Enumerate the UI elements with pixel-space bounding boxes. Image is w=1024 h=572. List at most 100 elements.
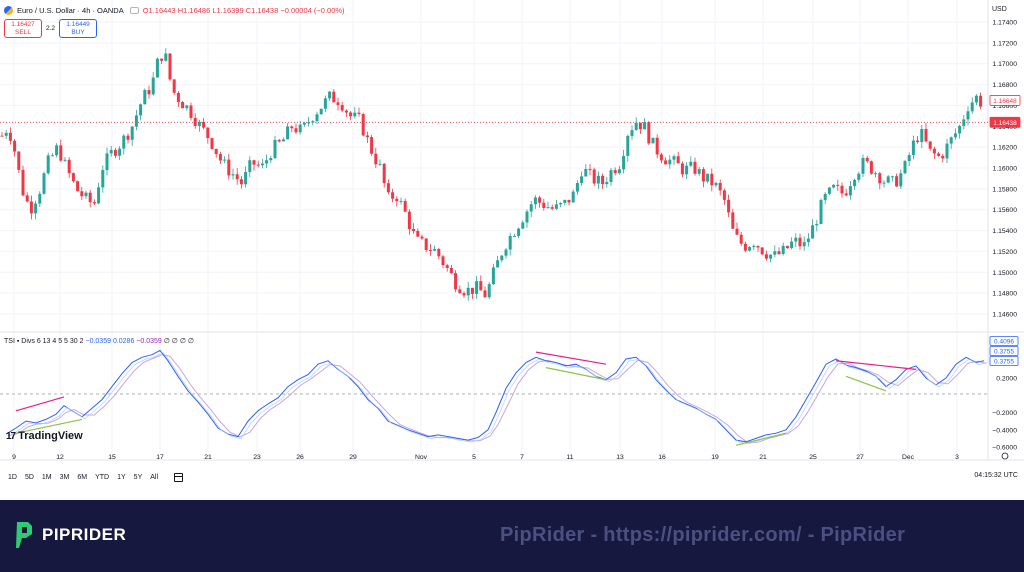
candle-body xyxy=(319,108,323,115)
tsi-signal-line xyxy=(7,354,987,444)
candle-body xyxy=(336,102,340,106)
osc-tick-label: −0.4000 xyxy=(992,427,1017,434)
price-tick-label: 1.15000 xyxy=(992,270,1017,277)
candle-body xyxy=(248,160,252,172)
candle-body xyxy=(4,132,8,136)
candle-body xyxy=(559,202,563,205)
tradingview-logo[interactable]: 17 TradingView xyxy=(6,430,83,442)
candle-body xyxy=(428,250,432,252)
candle-body xyxy=(92,202,96,204)
candle-body xyxy=(252,160,256,165)
candle-body xyxy=(134,115,138,127)
candle-body xyxy=(391,192,395,199)
candle-body xyxy=(265,160,269,164)
candle-body xyxy=(567,199,571,203)
candle-body xyxy=(71,173,75,182)
candle-body xyxy=(281,139,285,142)
candle-body xyxy=(882,182,886,184)
candle-body xyxy=(550,207,554,209)
candle-body xyxy=(928,141,932,149)
candle-body xyxy=(206,127,210,139)
candle-body xyxy=(382,163,386,184)
range-1d[interactable]: 1D xyxy=(8,473,17,481)
symbol-title[interactable]: Euro / U.S. Dollar · 4h · OANDA xyxy=(17,6,124,15)
candle-body xyxy=(525,211,529,223)
candle-body xyxy=(945,143,949,159)
candle-body xyxy=(113,149,117,156)
candle-body xyxy=(109,149,113,154)
candle-body xyxy=(323,98,327,109)
candle-body xyxy=(470,287,474,294)
candle-body xyxy=(286,126,290,140)
settings-gear-icon xyxy=(1001,452,1009,460)
currency-label[interactable]: USD xyxy=(992,6,1007,13)
candle-body xyxy=(533,197,537,205)
price-marker-label: 1.16648 xyxy=(993,98,1017,105)
range-ytd[interactable]: YTD xyxy=(95,473,110,481)
candle-body xyxy=(176,92,180,103)
candle-body xyxy=(823,193,827,201)
price-marker xyxy=(989,95,1021,106)
candle-body xyxy=(42,173,46,194)
candle-body xyxy=(491,267,495,285)
candle-body xyxy=(643,122,647,130)
candle-body xyxy=(395,198,399,202)
candle-body xyxy=(340,105,344,111)
utc-clock[interactable]: 04:15:32 UTC xyxy=(974,472,1018,479)
candle-body xyxy=(844,193,848,196)
range-5d[interactable]: 5D xyxy=(24,473,34,481)
range-all[interactable]: All xyxy=(150,473,159,481)
osc-tick-label: 0.2000 xyxy=(996,376,1017,383)
candle-body xyxy=(601,175,605,185)
candle-body xyxy=(307,122,311,124)
candle-body xyxy=(785,245,789,249)
buy-button[interactable]: 1.16449 BUY xyxy=(59,19,98,38)
candle-body xyxy=(798,237,802,247)
candle-body xyxy=(349,112,353,117)
time-tick-label: 26 xyxy=(296,454,304,461)
range-6m[interactable]: 6M xyxy=(77,473,88,481)
candle-body xyxy=(466,287,470,296)
candle-body xyxy=(756,245,760,248)
candle-body xyxy=(827,187,831,194)
bullish-divergence-line xyxy=(845,375,887,392)
sell-button[interactable]: 1.16427 SELL xyxy=(4,19,42,38)
candle-body xyxy=(105,153,109,171)
candle-body xyxy=(496,260,500,268)
candle-body xyxy=(84,192,88,197)
candle-body xyxy=(139,104,143,116)
candle-body xyxy=(479,281,483,291)
candle-body xyxy=(962,119,966,126)
range-3m[interactable]: 3M xyxy=(59,473,70,481)
candle-body xyxy=(937,153,941,156)
range-5y[interactable]: 5Y xyxy=(133,473,143,481)
calendar-icon[interactable] xyxy=(174,472,184,482)
candle-body xyxy=(668,159,672,165)
candle-body xyxy=(244,171,248,185)
candle-body xyxy=(197,121,201,126)
candle-body xyxy=(189,105,193,118)
range-1y[interactable]: 1Y xyxy=(117,473,126,481)
chart-area[interactable]: 1.17400 1.17200 1.17000 1.16800 1.16600 1.164… xyxy=(0,0,1024,500)
range-1m[interactable]: 1M xyxy=(41,473,52,481)
candle-body xyxy=(122,135,126,149)
candle-body xyxy=(815,223,819,226)
eye-icon[interactable] xyxy=(129,7,139,14)
candle-body xyxy=(239,179,243,185)
price-tick-label: 1.15400 xyxy=(992,228,1017,235)
candle-body xyxy=(0,135,4,137)
candle-body xyxy=(848,186,852,196)
sell-price: 1.16427 xyxy=(11,21,35,28)
time-tick-label: Dec xyxy=(902,454,915,461)
candle-body xyxy=(512,235,516,237)
osc-marker-label: 0.3755 xyxy=(994,348,1014,355)
chart-canvas[interactable]: 1.17400 1.17200 1.17000 1.16800 1.16600 1.164… xyxy=(0,0,1024,500)
bearish-divergence-line xyxy=(835,360,917,370)
candle-body xyxy=(869,161,873,174)
candle-body xyxy=(529,204,533,212)
candle-body xyxy=(916,140,920,143)
indicator-legend[interactable]: TSI ▪ Divs 6 13 4 5 5 30 2 −0.0359 0.028… xyxy=(4,337,194,345)
candle-body xyxy=(328,91,332,99)
candle-body xyxy=(361,114,365,136)
